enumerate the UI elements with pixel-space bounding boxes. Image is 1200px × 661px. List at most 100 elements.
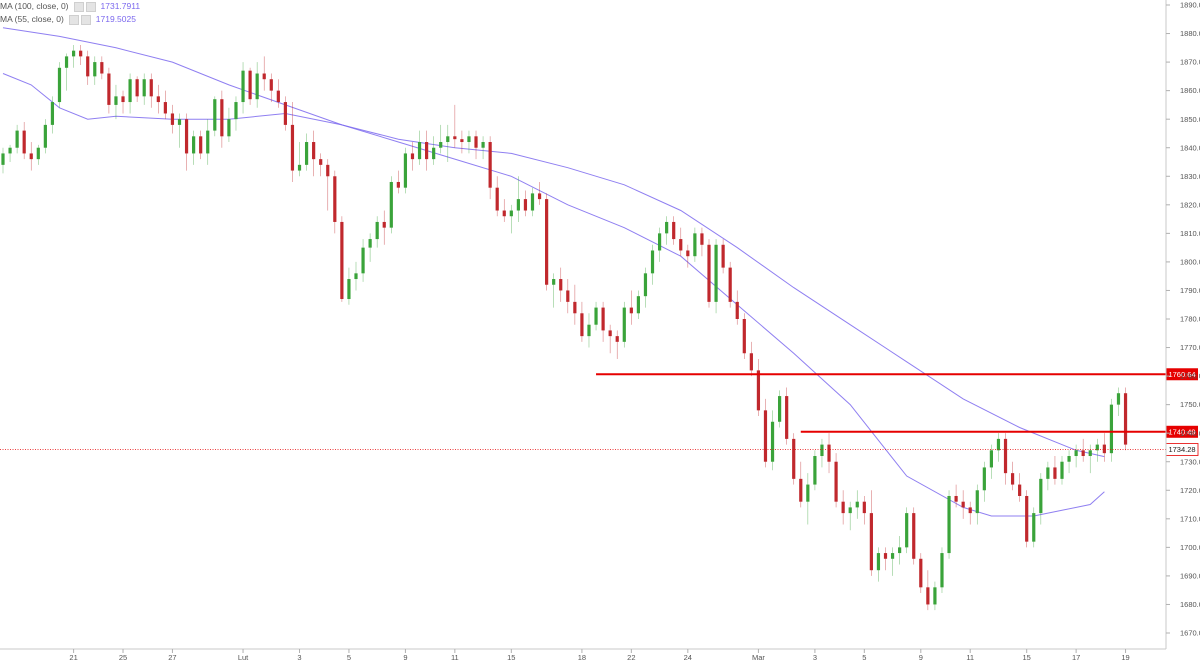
candle [989,444,993,479]
candle [297,142,302,177]
candle-body [170,113,175,125]
candle-body [926,587,930,605]
settings-icon[interactable] [73,1,84,12]
candle [396,170,400,194]
candle [947,490,951,559]
candle-body [883,553,888,559]
candle [227,107,231,143]
candle-body [439,142,443,148]
candle [410,142,415,171]
candle-body [297,164,302,171]
candle-body [333,176,337,222]
candle [1046,461,1050,491]
candle [876,547,881,582]
horizontal-levels: 1760.64 1740.49 1734.28 [0,368,1199,456]
candle [15,124,19,154]
candle [22,122,26,160]
x-tick-label: 11 [966,653,974,661]
candle [841,490,845,525]
candle-body [813,456,817,485]
candle-body [608,330,612,337]
candle-body [1116,393,1121,405]
candle-body [876,553,881,571]
candle [1,147,5,174]
close-icon[interactable] [80,14,91,25]
candle [862,495,866,525]
y-tick-label: 1680.00 [1180,600,1200,609]
candle [537,181,542,205]
candle [714,239,718,314]
candle-body [841,501,845,514]
candle-body [269,79,273,91]
candle [580,301,584,342]
candle [601,301,605,342]
x-tick-label: Mar [752,653,765,661]
candle-body [728,267,732,302]
candle-body [848,507,852,514]
x-tick-label: 17 [1072,653,1080,661]
candle [283,96,287,131]
candle [905,507,909,554]
candle [622,301,626,348]
candle [29,142,33,171]
settings-icon[interactable] [68,14,79,25]
candle-body [545,199,549,285]
candle [566,279,570,314]
candle-body [206,130,210,154]
y-tick-label: 1760.00 [1180,372,1200,381]
legend-ma55-value: 1719.5025 [95,14,136,24]
candle [290,102,295,182]
candle-body [566,290,570,302]
candle [304,133,309,171]
close-icon[interactable] [85,1,96,12]
candle [177,113,182,148]
y-tick-label: 1670.00 [1180,629,1200,638]
candle-body [636,296,640,314]
candle [255,62,259,108]
candle-body [643,273,648,297]
candle-body [135,79,139,97]
candle-body [594,307,598,325]
candle [460,130,464,154]
candle-body [8,147,12,154]
candle-body [156,96,160,103]
candle-body [799,478,803,502]
candle [234,96,238,131]
candle [643,267,648,308]
candle [156,84,160,114]
candle [1102,433,1106,462]
level-tag-label: 1740.49 [1168,427,1195,436]
candle-body [1074,450,1078,457]
candle [933,581,937,611]
x-tick-label: 15 [507,653,515,661]
x-tick-label: 5 [862,653,866,661]
candle-body [820,444,824,457]
candle-body [615,336,619,342]
candle-body [1,153,5,165]
candle [1053,456,1057,485]
candle-body [184,119,189,154]
x-tick-label: 25 [119,653,127,661]
candle [1010,461,1015,491]
candle [735,290,739,325]
candle [107,67,111,114]
candle-body [319,159,323,165]
y-tick-label: 1820.00 [1180,200,1200,209]
candle-body [100,62,104,74]
legend-ma100: MA (100, close, 0) 1731.7911 [0,0,140,13]
candle [502,199,506,222]
candle [523,190,528,217]
candle-body [432,147,436,160]
candle [756,358,761,417]
x-tick-label: 19 [1121,653,1129,661]
candles [1,44,1128,611]
level-tag-label: 1760.64 [1168,370,1195,379]
candle [206,119,210,165]
candle-body [1060,461,1064,479]
candle [241,62,245,114]
candle-body [933,587,937,605]
candle-body [912,513,916,559]
candle [615,330,619,359]
candle [43,119,47,154]
